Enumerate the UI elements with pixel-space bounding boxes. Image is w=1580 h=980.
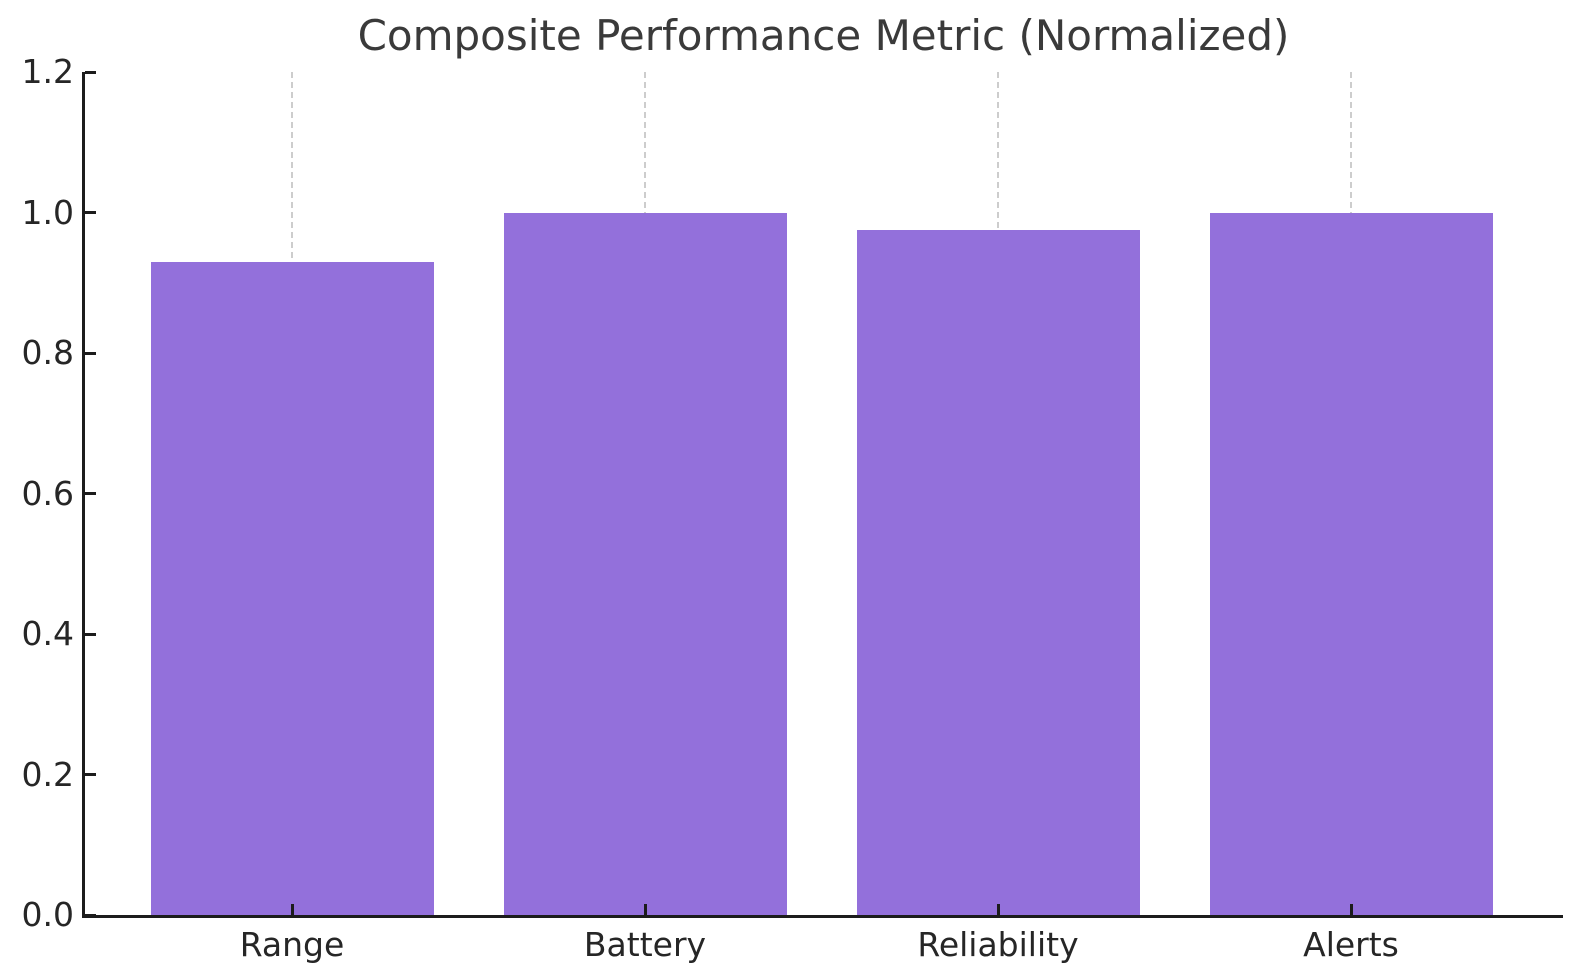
x-tick-label-reliability: Reliability [917, 925, 1079, 964]
y-tick-0.8 [85, 351, 96, 355]
y-tick-label-1.0: 1.0 [21, 192, 74, 232]
y-tick-label-0.2: 0.2 [21, 754, 74, 794]
y-tick-0.2 [85, 773, 96, 776]
y-tick-0.6 [85, 492, 96, 495]
x-tick-battery [643, 904, 647, 916]
x-tick-alerts [1349, 904, 1353, 916]
x-tick-label-battery: Battery [583, 925, 707, 964]
x-tick-reliability [996, 904, 1000, 916]
x-axis-spine [82, 915, 1563, 918]
x-tick-label-range: Range [239, 925, 345, 964]
x-tick-range [290, 904, 294, 916]
x-tick-label-alerts: Alerts [1303, 925, 1399, 964]
bar-battery [503, 212, 787, 915]
bar-range [150, 261, 434, 915]
y-tick-label-1.2: 1.2 [21, 52, 74, 91]
chart-title: Composite Performance Metric (Normalized… [357, 11, 1290, 60]
y-tick-1.2 [85, 70, 96, 74]
y-tick-label-0.0: 0.0 [21, 895, 74, 934]
y-axis-spine [82, 72, 85, 918]
y-tick-label-0.8: 0.8 [21, 333, 74, 372]
bar-alerts [1209, 212, 1493, 915]
bar-reliability [856, 230, 1140, 915]
y-tick-label-0.4: 0.4 [21, 614, 74, 653]
y-tick-0.4 [85, 632, 96, 636]
y-tick-1.0 [85, 211, 96, 214]
y-tick-label-0.6: 0.6 [21, 473, 74, 513]
y-tick-0.0 [85, 913, 96, 917]
